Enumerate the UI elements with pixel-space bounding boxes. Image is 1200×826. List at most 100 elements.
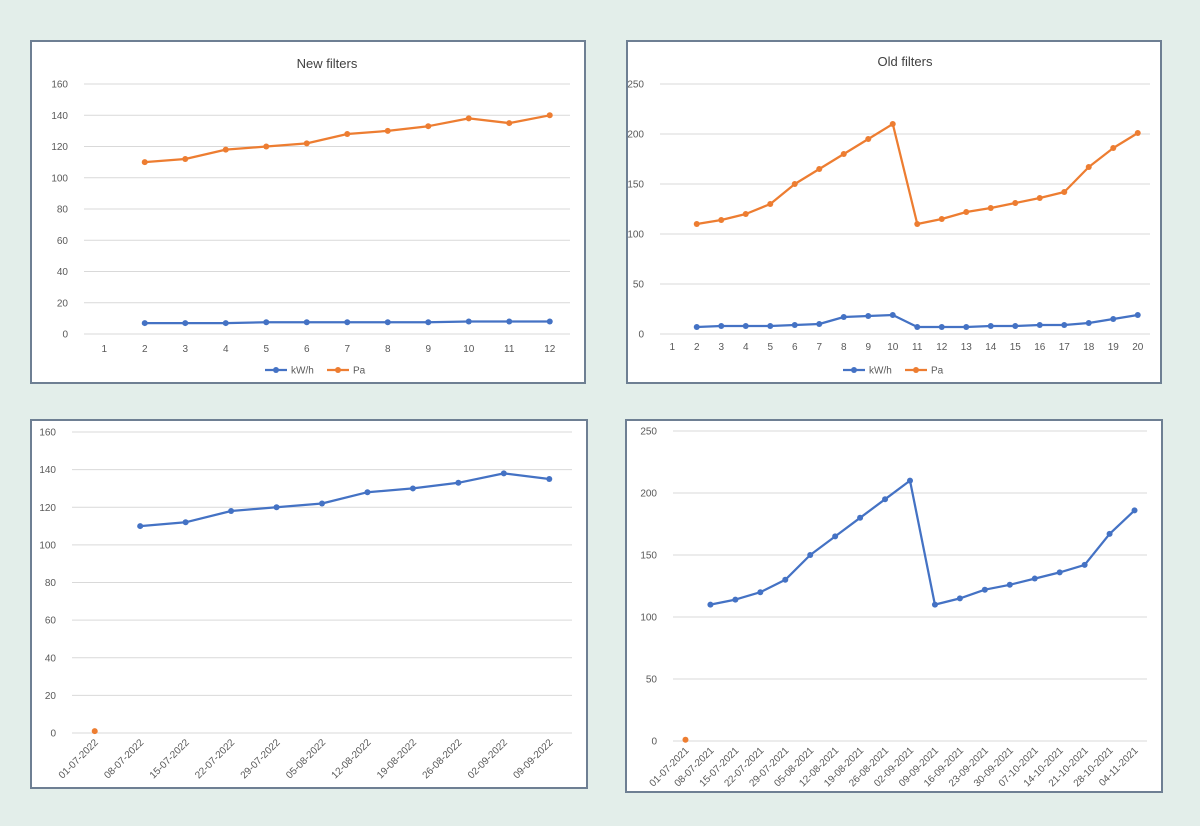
data-point (963, 209, 970, 215)
chart-panel-new-filters: New filters 0 20 40 60 80 100 120 140 160 1 2 3 4 5 6 7 8… (30, 40, 586, 384)
legend-label: Pa (353, 366, 366, 377)
data-point (137, 523, 144, 530)
data-point (1081, 561, 1088, 568)
x-tick-label: 15 (1010, 342, 1022, 353)
data-point (344, 319, 351, 326)
data-point (840, 314, 847, 320)
data-point (832, 533, 839, 540)
data-point (1036, 195, 1043, 201)
data-point (718, 217, 725, 223)
data-point (816, 321, 823, 327)
series-line-0 (140, 472, 550, 528)
data-point (303, 140, 310, 147)
data-point (546, 476, 553, 483)
x-tick-label: 02-09-2022 (466, 737, 510, 781)
data-point (546, 112, 553, 119)
data-point (840, 151, 847, 157)
x-tick-label: 4 (743, 342, 749, 353)
y-tick-label: 150 (640, 551, 657, 562)
data-point (1085, 164, 1092, 170)
y-tick-label: 100 (39, 540, 56, 551)
data-point (718, 323, 725, 329)
data-point (882, 496, 889, 503)
chart-2021-weekly: 05010015020025001-07-202108-07-202115-07… (640, 427, 1147, 789)
x-tick-label: 12 (936, 342, 948, 353)
data-point (1110, 316, 1117, 322)
data-point (500, 470, 507, 477)
data-point (767, 323, 774, 329)
data-point (807, 552, 814, 558)
x-tick-label: 11 (504, 344, 515, 355)
y-tick-label: 80 (45, 578, 57, 589)
data-point (364, 489, 371, 496)
data-point (1056, 569, 1063, 576)
data-point (956, 595, 963, 602)
data-point (732, 596, 739, 603)
data-point (1006, 581, 1013, 588)
x-tick-label: 10 (463, 344, 475, 355)
data-point (791, 181, 798, 187)
chart-panel-2022-weekly: 0 20 40 60 80 100 120 140 160 01-07-2022 08-07-202… (30, 419, 588, 789)
y-tick-label: 160 (51, 80, 68, 91)
y-tick-label: 0 (50, 729, 56, 740)
x-tick-label: 9 (865, 342, 871, 353)
data-point (273, 504, 280, 511)
legend-marker (335, 367, 341, 373)
x-tick-label: 4 (223, 344, 229, 355)
y-tick-label: 200 (628, 130, 644, 141)
data-point (791, 322, 798, 328)
chart-title: New filters (297, 56, 358, 71)
data-point (182, 320, 189, 327)
x-tick-label: 6 (304, 344, 310, 355)
x-tick-label: 01-07-2022 (57, 737, 101, 781)
data-point (889, 312, 896, 318)
data-point (889, 121, 896, 127)
data-point (222, 320, 229, 327)
y-tick-label: 60 (45, 616, 57, 627)
legend-label: kW/h (291, 366, 314, 377)
data-point (141, 320, 148, 327)
legend-label: Pa (931, 366, 944, 377)
x-tick-label: 8 (385, 344, 391, 355)
series-line-1 (696, 122, 1139, 226)
data-point (742, 211, 749, 217)
y-tick-label: 50 (646, 675, 658, 686)
data-point (182, 519, 189, 526)
x-tick-label: 09-09-2022 (511, 737, 555, 781)
data-point (865, 136, 872, 142)
y-tick-label: 20 (57, 298, 69, 309)
data-point (1031, 575, 1038, 582)
y-tick-label: 100 (640, 613, 657, 624)
y-tick-label: 150 (628, 180, 644, 191)
data-point (546, 318, 553, 325)
legend-marker (273, 367, 279, 373)
x-tick-label: 19-08-2022 (375, 737, 419, 781)
data-point (907, 477, 913, 484)
data-point (938, 324, 945, 330)
data-point (263, 319, 270, 326)
data-point (1131, 507, 1138, 514)
x-tick-label: 7 (344, 344, 350, 355)
data-point (1085, 320, 1092, 326)
data-point (782, 576, 789, 583)
x-tick-label: 22-07-2022 (193, 737, 237, 781)
y-tick-label: 250 (640, 427, 657, 438)
y-tick-label: 250 (628, 80, 644, 91)
x-tick-label: 5 (767, 342, 773, 353)
data-point (506, 318, 513, 325)
data-point (465, 115, 472, 122)
x-tick-label: 3 (718, 342, 724, 353)
x-tick-label: 1 (101, 344, 107, 355)
x-tick-label: 6 (792, 342, 798, 353)
data-point (693, 324, 700, 330)
y-tick-label: 20 (45, 691, 57, 702)
x-tick-label: 29-07-2022 (239, 737, 283, 781)
data-point (914, 324, 921, 330)
chart-panel-2021-weekly: 0 50 100 150 200 250 01-07-2021 08-07-2021 15-07… (625, 419, 1163, 793)
y-tick-label: 140 (51, 111, 68, 122)
x-tick-label: 26-08-2022 (421, 737, 465, 781)
data-point (1061, 189, 1068, 195)
data-point (1110, 145, 1117, 151)
data-point (409, 485, 416, 492)
data-point (931, 601, 938, 608)
